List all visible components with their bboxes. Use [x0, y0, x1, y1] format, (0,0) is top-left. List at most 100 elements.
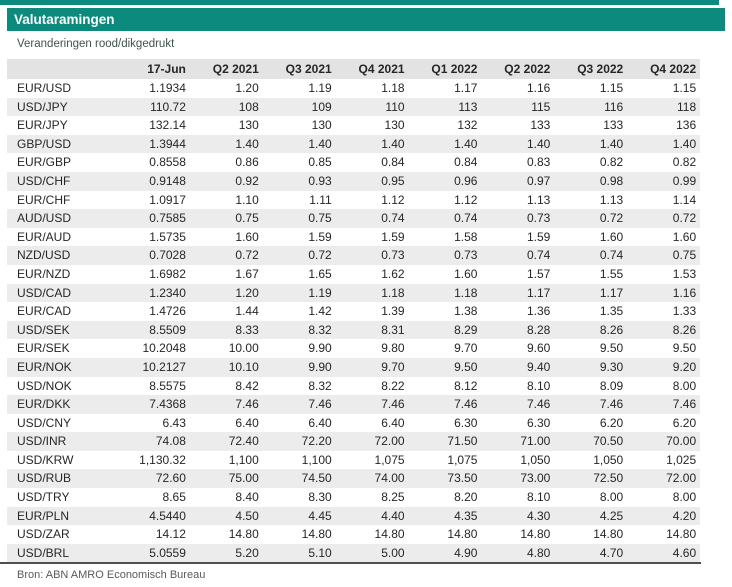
- table-row: USD/CHF 0.9148 0.92 0.93 0.95 0.96 0.97 0.98 0.9…: [7, 171, 701, 191]
- table-row: USD/SEK 8.5509 8.33 8.32 8.31 8.29 8.28 8.26 8.2…: [7, 320, 701, 340]
- currency-pair-cell: AUD/USD: [17, 211, 72, 226]
- value-cell: 72.00: [666, 471, 697, 486]
- currency-pair-cell: GBP/USD: [17, 136, 72, 151]
- column-header: 17-Jun: [117, 59, 190, 79]
- value-cell: 14.80: [374, 527, 405, 542]
- value-cell: 1.65: [308, 266, 332, 281]
- value-cell: 1.3944: [149, 136, 186, 151]
- currency-pair-cell: EUR/NOK: [17, 359, 72, 374]
- value-cell: 8.30: [308, 490, 332, 505]
- value-cell: 1,025: [666, 452, 697, 467]
- value-cell: 0.98: [599, 173, 624, 188]
- value-cell: 1.59: [381, 229, 405, 244]
- currency-pair-cell: USD/INR: [17, 434, 67, 449]
- table-bottom-rule: [0, 562, 701, 564]
- value-cell: 8.32: [308, 322, 332, 337]
- table-body: EUR/USD 1.1934 1.20 1.19 1.18 1.17 1.16 1.15 1.1…: [7, 79, 701, 563]
- currency-pair-cell: USD/SEK: [17, 322, 70, 337]
- value-cell: 6.20: [672, 415, 697, 430]
- value-cell: 73.50: [447, 471, 478, 486]
- table-row: USD/JPY 110.72 108 109 110 113 115 116 118: [7, 97, 701, 117]
- table-row: GBP/USD 1.3944 1.40 1.40 1.40 1.40 1.40 1.40 1.4…: [7, 134, 701, 154]
- table-row: USD/ZAR 14.12 14.80 14.80 14.80 14.80 14.80 14.…: [7, 525, 700, 544]
- value-cell: 72.60: [155, 471, 186, 486]
- value-cell: 0.73: [526, 211, 551, 226]
- value-cell: 8.22: [381, 378, 405, 393]
- table-row: USD/NOK 8.5575 8.42 8.32 8.22 8.12 8.10 8.09 8.0…: [7, 377, 700, 396]
- value-cell: 4.20: [672, 508, 697, 523]
- value-cell: 7.46: [235, 397, 259, 412]
- top-accent-strip: [0, 0, 719, 5]
- value-cell: 8.12: [454, 378, 478, 393]
- currency-pair-cell: EUR/JPY: [17, 118, 68, 133]
- column-header: Q2 2021: [189, 59, 263, 79]
- value-cell: 5.20: [235, 545, 259, 560]
- value-cell: 7.46: [526, 397, 551, 412]
- currency-pair-cell: USD/CAD: [17, 285, 72, 300]
- value-cell: 8.31: [381, 322, 405, 337]
- value-cell: 8.40: [235, 490, 259, 505]
- column-header: Q3 2022: [554, 59, 628, 79]
- value-cell: 14.80: [447, 527, 478, 542]
- value-cell: 1.1934: [149, 81, 186, 95]
- value-cell: 0.7028: [149, 248, 186, 263]
- value-cell: 1.38: [454, 304, 478, 319]
- column-header: Q2 2022: [481, 59, 555, 79]
- value-cell: 1.14: [672, 192, 697, 207]
- value-cell: 1.59: [308, 229, 332, 244]
- value-cell: 7.46: [672, 397, 697, 412]
- value-cell: 1.40: [381, 136, 405, 151]
- value-cell: 1.18: [381, 81, 405, 95]
- value-cell: 0.72: [599, 211, 624, 226]
- value-cell: 1.60: [454, 266, 478, 281]
- value-cell: 0.72: [672, 211, 697, 226]
- value-cell: 1,075: [447, 452, 478, 467]
- value-cell: 8.65: [162, 490, 186, 505]
- value-cell: 9.20: [672, 359, 697, 374]
- currency-pair-cell: USD/BRL: [17, 545, 70, 560]
- value-cell: 1.17: [526, 285, 551, 300]
- value-cell: 72.20: [301, 434, 332, 449]
- value-cell: 4.35: [454, 508, 478, 523]
- value-cell: 8.00: [672, 490, 697, 505]
- value-cell: 1.18: [454, 285, 478, 300]
- value-cell: 1.12: [454, 192, 478, 207]
- value-cell: 4.70: [599, 545, 624, 560]
- value-cell: 0.75: [672, 248, 697, 263]
- value-cell: 9.50: [599, 341, 624, 356]
- currency-pair-cell: EUR/CAD: [17, 304, 72, 319]
- value-cell: 1.11: [309, 192, 332, 207]
- table-row: USD/CAD 1.2340 1.20 1.19 1.18 1.18 1.17 1.17 1.1…: [7, 283, 701, 303]
- value-cell: 14.80: [228, 527, 259, 542]
- value-cell: 110: [385, 99, 405, 114]
- value-cell: 9.70: [454, 341, 478, 356]
- value-cell: 8.00: [599, 490, 624, 505]
- table-row: EUR/JPY 132.14 130 130 130 132 133 133 136: [7, 116, 700, 135]
- value-cell: 1,075: [374, 452, 405, 467]
- value-cell: 4.80: [526, 545, 551, 560]
- value-cell: 1.13: [526, 192, 551, 207]
- value-cell: 1.10: [235, 192, 259, 207]
- value-cell: 1,050: [593, 452, 624, 467]
- value-cell: 5.10: [308, 545, 332, 560]
- currency-pair-cell: USD/NOK: [17, 378, 72, 393]
- value-cell: 0.7585: [149, 211, 186, 226]
- value-cell: 7.46: [454, 397, 478, 412]
- value-cell: 0.74: [381, 211, 405, 226]
- value-cell: 9.50: [454, 359, 478, 374]
- value-cell: 0.84: [381, 155, 405, 170]
- table-row: EUR/CHF 1.0917 1.10 1.11 1.12 1.12 1.13 1.13 1.1…: [7, 191, 700, 210]
- value-cell: 6.30: [454, 415, 478, 430]
- value-cell: 0.8558: [149, 155, 186, 170]
- value-cell: 7.46: [308, 397, 332, 412]
- value-cell: 1.0917: [149, 192, 186, 207]
- value-cell: 8.25: [381, 490, 405, 505]
- column-header: Q1 2022: [408, 59, 482, 79]
- value-cell: 0.9148: [149, 173, 186, 188]
- value-cell: 4.25: [599, 508, 624, 523]
- currency-pair-cell: EUR/NZD: [17, 266, 71, 281]
- value-cell: 6.40: [308, 415, 332, 430]
- value-cell: 70.50: [593, 434, 624, 449]
- table-row: EUR/GBP 0.8558 0.86 0.85 0.84 0.84 0.83 0.82 0.8…: [7, 153, 700, 172]
